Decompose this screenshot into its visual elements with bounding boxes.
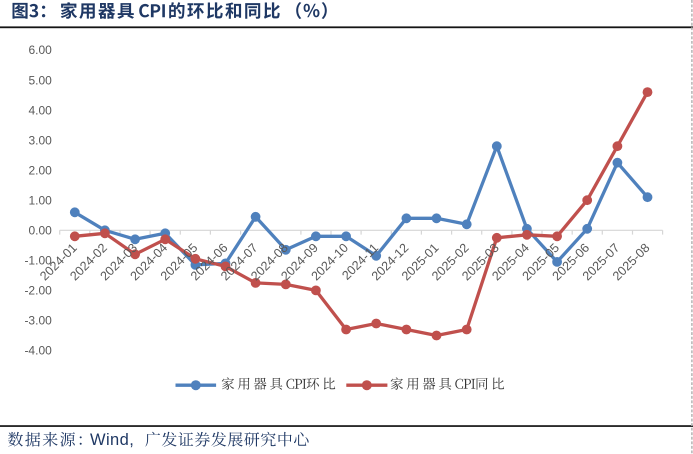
svg-text:1.00: 1.00 [28, 193, 52, 207]
svg-text:-3.00: -3.00 [24, 314, 52, 328]
svg-text:Wind,: Wind, [90, 431, 134, 449]
svg-text:-4.00: -4.00 [24, 344, 52, 358]
svg-text:6.00: 6.00 [28, 43, 52, 57]
svg-text:-2.00: -2.00 [24, 284, 52, 298]
svg-text:0.00: 0.00 [28, 224, 52, 238]
svg-text:3.00: 3.00 [28, 133, 52, 147]
svg-text:5.00: 5.00 [28, 73, 52, 87]
svg-text:2.00: 2.00 [28, 163, 52, 177]
svg-text:4.00: 4.00 [28, 103, 52, 117]
svg-text:-1.00: -1.00 [24, 254, 52, 268]
